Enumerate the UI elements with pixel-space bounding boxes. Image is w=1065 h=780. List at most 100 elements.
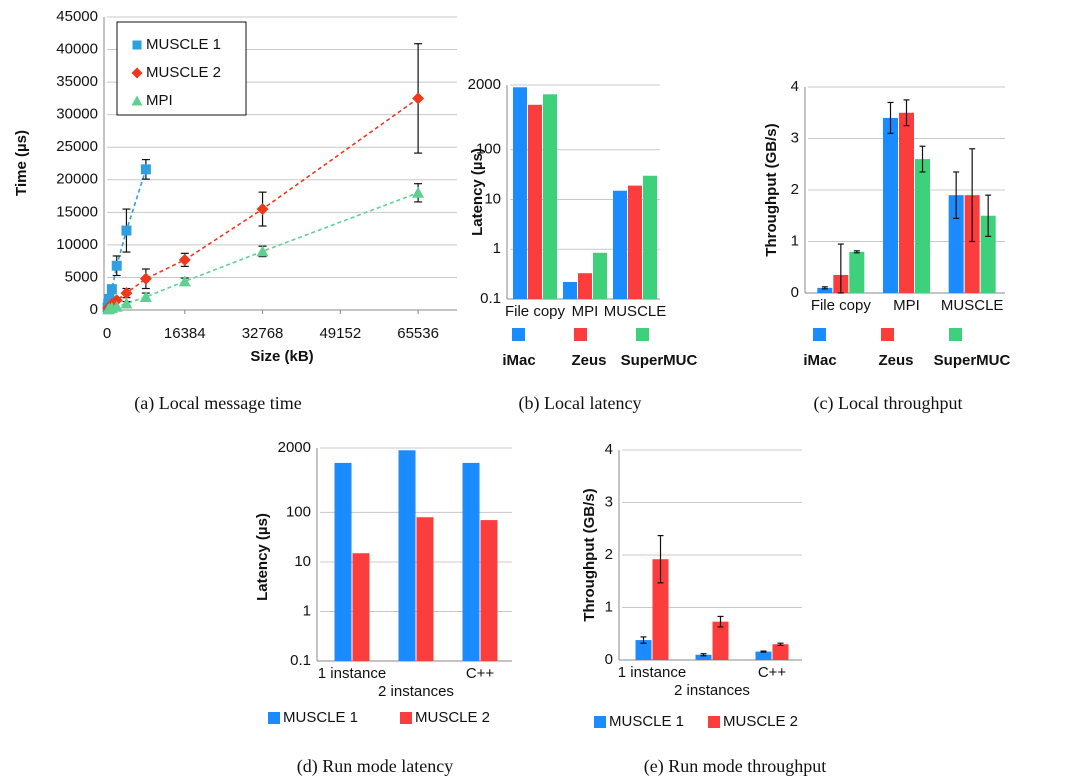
bar [695,654,712,660]
bar [416,517,434,661]
marker [256,245,269,257]
x-tick-label: 1 instance [618,664,686,681]
legend-label: Zeus [878,352,913,369]
bar [480,520,498,661]
x-tick-label: C++ [466,665,495,682]
marker [412,92,425,105]
bar [543,94,557,299]
y-tick-label: 10 [484,190,501,207]
y-tick-label: 30000 [56,106,98,123]
y-tick-label: 25000 [56,138,98,155]
x-tick-label: 65536 [397,325,439,342]
marker [131,67,143,79]
bar [817,287,833,293]
caption: (a) Local message time [134,393,301,414]
y-tick-label: 15000 [56,203,98,220]
y-tick-label: 1 [493,240,501,257]
legend-label: MUSCLE 2 [415,709,490,726]
bar [513,87,527,299]
legend-swatch [636,328,649,341]
y-tick-label: 0 [90,301,98,318]
legend-swatch [813,328,826,341]
bar [398,450,416,661]
bar [593,252,607,299]
y-tick-label: 4 [605,441,613,458]
marker [178,275,191,287]
marker [178,253,191,266]
marker [139,272,152,285]
caption: (e) Run mode throughput [644,756,826,777]
legend-label: Zeus [571,352,606,369]
x-tick-label: 2 instances [674,682,750,699]
y-axis-label: Throughput (GB/s) [763,123,780,256]
x-tick-label: MPI [893,297,920,314]
marker [132,40,142,50]
y-tick-label: 1 [605,598,613,615]
bar [755,651,772,660]
y-axis-label: Time (µs) [13,130,30,196]
legend-swatch [268,712,280,724]
x-tick-label: MPI [572,303,599,320]
marker [120,287,133,300]
marker [110,294,123,307]
y-tick-label: 0.1 [480,290,501,307]
legend-label: MUSCLE 1 [283,709,358,726]
y-tick-label: 0 [791,284,799,301]
y-tick-label: 3 [791,129,799,146]
marker [110,300,123,312]
y-axis-label: Throughput (GB/s) [581,488,598,621]
x-tick-label: C++ [758,664,787,681]
legend-label: SuperMUC [934,352,1011,369]
y-tick-label: 2000 [468,76,501,93]
marker [104,293,115,304]
y-tick-label: 1 [303,602,311,619]
legend-label: iMac [803,352,836,369]
bar [563,281,577,299]
y-tick-label: 100 [476,141,501,158]
x-tick-label: File copy [505,303,566,320]
legend-swatch [512,328,525,341]
marker [256,203,269,216]
bar [652,559,669,660]
y-tick-label: 20000 [56,171,98,188]
bar [334,462,352,661]
bar [578,273,592,299]
x-axis-label: Size (kB) [250,348,313,365]
bar [772,644,789,660]
bar [915,159,930,293]
legend-label: SuperMUC [621,352,698,369]
bar [899,112,914,293]
y-tick-label: 10000 [56,236,98,253]
x-tick-label: 16384 [164,325,206,342]
bar [635,640,652,660]
legend-swatch [881,328,894,341]
bar [613,190,627,299]
x-tick-label: MUSCLE [941,297,1004,314]
bar [849,251,865,293]
x-tick-label: 2 instances [378,683,454,700]
marker [412,186,425,198]
marker [106,284,117,295]
marker [120,297,133,309]
bar [628,185,642,299]
x-tick-label: 1 instance [318,665,386,682]
y-tick-label: 4 [791,78,799,95]
series-line [107,97,419,309]
y-tick-label: 10 [294,553,311,570]
marker [121,225,132,236]
y-tick-label: 5000 [65,268,98,285]
y-tick-label: 45000 [56,8,98,25]
x-tick-label: 49152 [319,325,361,342]
legend-label: iMac [502,352,535,369]
marker [131,95,143,106]
legend-label: MUSCLE 1 [609,713,684,730]
y-tick-label: 2 [791,181,799,198]
y-tick-label: 1 [791,232,799,249]
bar [948,195,964,293]
legend-label: MUSCLE 2 [723,713,798,730]
bar [528,104,542,299]
y-axis-label: Latency (µs) [469,148,486,236]
y-tick-label: 2000 [278,439,311,456]
marker [140,164,151,175]
